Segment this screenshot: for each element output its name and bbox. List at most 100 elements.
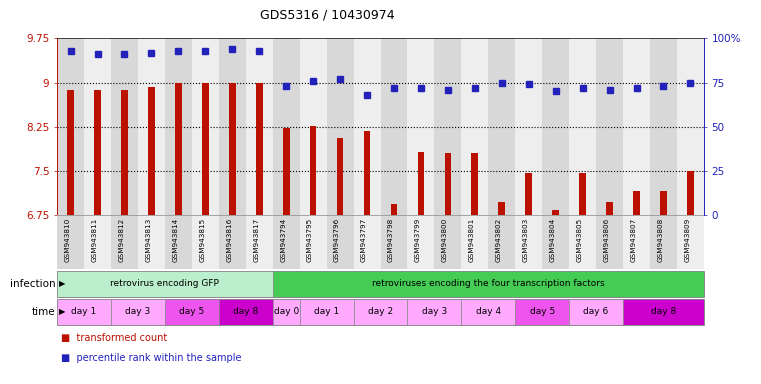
Bar bbox=[569, 215, 596, 269]
Bar bbox=[111, 38, 138, 215]
Bar bbox=[444, 153, 451, 215]
Text: infection: infection bbox=[10, 279, 56, 289]
Text: day 8: day 8 bbox=[233, 307, 259, 316]
Bar bbox=[57, 215, 84, 269]
Bar bbox=[552, 210, 559, 215]
Text: day 5: day 5 bbox=[179, 307, 205, 316]
Bar bbox=[256, 83, 263, 215]
Bar bbox=[354, 38, 380, 215]
Bar bbox=[543, 215, 569, 269]
Bar bbox=[326, 38, 354, 215]
Bar bbox=[435, 215, 461, 269]
Bar bbox=[515, 38, 543, 215]
Bar bbox=[596, 38, 623, 215]
Text: ▶: ▶ bbox=[59, 279, 65, 288]
Text: day 3: day 3 bbox=[126, 307, 151, 316]
Text: ■  transformed count: ■ transformed count bbox=[61, 333, 167, 343]
Bar bbox=[165, 299, 219, 325]
Text: GSM943795: GSM943795 bbox=[307, 218, 313, 262]
Bar bbox=[192, 215, 219, 269]
Bar bbox=[219, 215, 246, 269]
Bar bbox=[272, 215, 300, 269]
Bar bbox=[111, 215, 138, 269]
Bar bbox=[219, 299, 272, 325]
Text: GSM943810: GSM943810 bbox=[65, 218, 71, 262]
Bar bbox=[300, 215, 326, 269]
Bar bbox=[515, 215, 543, 269]
Bar bbox=[364, 131, 371, 215]
Bar bbox=[380, 215, 407, 269]
Text: GSM943812: GSM943812 bbox=[119, 218, 125, 262]
Text: retrovirus encoding GFP: retrovirus encoding GFP bbox=[110, 279, 219, 288]
Bar bbox=[57, 38, 84, 215]
Text: GSM943814: GSM943814 bbox=[172, 218, 178, 262]
Bar bbox=[650, 215, 677, 269]
Text: GSM943804: GSM943804 bbox=[549, 218, 556, 262]
Bar bbox=[687, 171, 694, 215]
Bar bbox=[660, 192, 667, 215]
Bar bbox=[489, 215, 515, 269]
Bar bbox=[148, 87, 154, 215]
Text: day 4: day 4 bbox=[476, 307, 501, 316]
Text: GDS5316 / 10430974: GDS5316 / 10430974 bbox=[260, 8, 394, 21]
Bar bbox=[354, 215, 380, 269]
Text: day 1: day 1 bbox=[72, 307, 97, 316]
Bar bbox=[121, 90, 128, 215]
Bar bbox=[472, 153, 478, 215]
Bar bbox=[390, 204, 397, 215]
Bar bbox=[543, 38, 569, 215]
Text: day 1: day 1 bbox=[314, 307, 339, 316]
Bar bbox=[407, 299, 461, 325]
Text: GSM943801: GSM943801 bbox=[469, 218, 475, 262]
Text: GSM943808: GSM943808 bbox=[658, 218, 664, 262]
Text: GSM943803: GSM943803 bbox=[523, 218, 529, 262]
Bar bbox=[677, 215, 704, 269]
Bar bbox=[354, 299, 407, 325]
Bar bbox=[283, 129, 289, 215]
Bar bbox=[192, 38, 219, 215]
Bar bbox=[498, 202, 505, 215]
Bar bbox=[569, 299, 623, 325]
Bar bbox=[300, 299, 354, 325]
Bar bbox=[229, 83, 236, 215]
Bar bbox=[57, 271, 272, 297]
Bar bbox=[461, 38, 489, 215]
Text: day 5: day 5 bbox=[530, 307, 555, 316]
Bar bbox=[165, 215, 192, 269]
Text: GSM943809: GSM943809 bbox=[684, 218, 690, 262]
Bar bbox=[579, 173, 586, 215]
Bar bbox=[57, 299, 111, 325]
Text: GSM943816: GSM943816 bbox=[226, 218, 232, 262]
Text: GSM943811: GSM943811 bbox=[91, 218, 97, 262]
Bar bbox=[84, 215, 111, 269]
Bar bbox=[219, 38, 246, 215]
Bar bbox=[246, 38, 272, 215]
Bar bbox=[435, 38, 461, 215]
Text: ■  percentile rank within the sample: ■ percentile rank within the sample bbox=[61, 353, 241, 362]
Text: day 0: day 0 bbox=[273, 307, 299, 316]
Bar bbox=[461, 215, 489, 269]
Text: GSM943806: GSM943806 bbox=[603, 218, 610, 262]
Text: GSM943797: GSM943797 bbox=[361, 218, 367, 262]
Text: day 3: day 3 bbox=[422, 307, 447, 316]
Bar bbox=[677, 38, 704, 215]
Text: GSM943815: GSM943815 bbox=[199, 218, 205, 262]
Text: day 6: day 6 bbox=[584, 307, 609, 316]
Text: GSM943796: GSM943796 bbox=[334, 218, 340, 262]
Text: GSM943805: GSM943805 bbox=[577, 218, 583, 262]
Bar bbox=[633, 192, 640, 215]
Bar bbox=[623, 38, 650, 215]
Bar bbox=[380, 38, 407, 215]
Text: GSM943800: GSM943800 bbox=[442, 218, 448, 262]
Bar bbox=[489, 38, 515, 215]
Bar bbox=[310, 126, 317, 215]
Bar bbox=[272, 299, 300, 325]
Bar bbox=[461, 299, 515, 325]
Text: time: time bbox=[32, 307, 56, 317]
Text: day 8: day 8 bbox=[651, 307, 676, 316]
Text: GSM943807: GSM943807 bbox=[631, 218, 636, 262]
Bar bbox=[336, 139, 343, 215]
Bar bbox=[175, 83, 182, 215]
Bar bbox=[623, 299, 704, 325]
Bar bbox=[525, 173, 532, 215]
